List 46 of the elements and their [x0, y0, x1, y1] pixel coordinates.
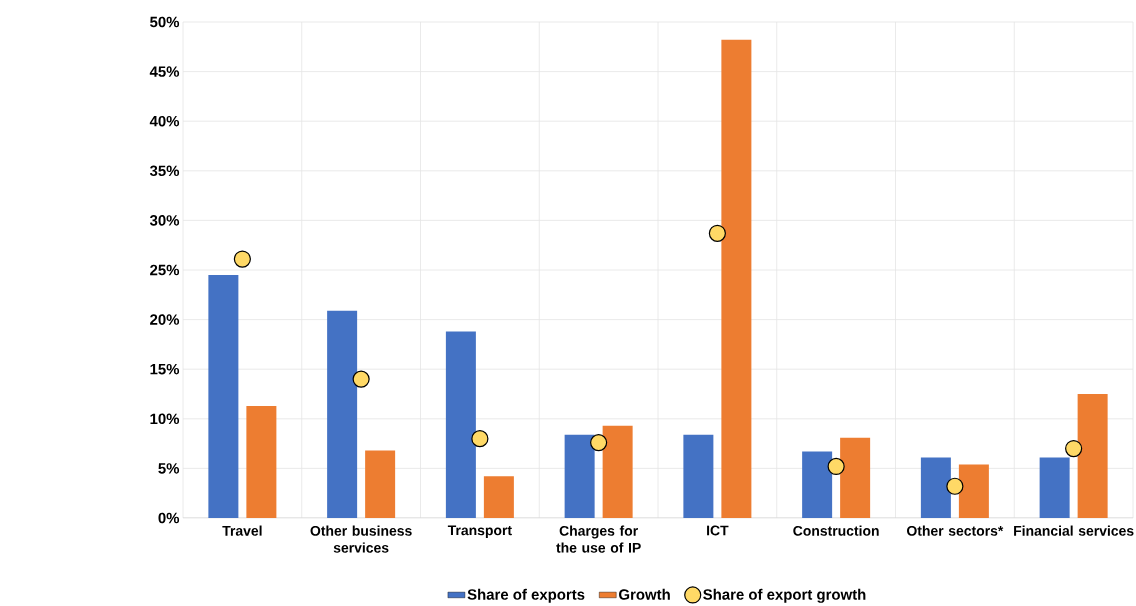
- x-tick-label: Travel: [222, 525, 262, 536]
- y-tick-label: 10%: [150, 413, 180, 425]
- bar: [208, 274, 239, 518]
- bar: [327, 310, 358, 518]
- y-tick-label: 25%: [150, 264, 180, 276]
- y-tick-label: 0%: [158, 512, 180, 524]
- x-tick-label: Other business services: [310, 525, 412, 553]
- bar: [920, 457, 951, 518]
- y-tick-label: 50%: [150, 16, 180, 28]
- bar: [802, 451, 833, 518]
- y-tick-label: 35%: [149, 165, 180, 177]
- bar: [840, 437, 871, 518]
- point: [708, 224, 726, 242]
- x-tick-label: Other sectors*: [907, 525, 1004, 536]
- x-tick-label: Transport: [447, 525, 512, 539]
- point: [1065, 439, 1083, 458]
- bar: [1077, 394, 1108, 518]
- bar: [683, 434, 714, 518]
- y-tick-label: 15%: [150, 363, 180, 375]
- point: [590, 434, 608, 452]
- bar: [721, 39, 752, 518]
- legend-label: Growth: [619, 588, 670, 600]
- bar: [365, 450, 396, 518]
- y-tick-label: 20%: [150, 314, 180, 325]
- y-tick-label: 40%: [149, 115, 180, 127]
- bar: [445, 331, 476, 518]
- y-tick-label: 45%: [149, 66, 180, 77]
- bar: [483, 476, 514, 518]
- point: [233, 250, 251, 268]
- point: [946, 477, 964, 495]
- bar: [958, 464, 989, 518]
- y-tick-label: 30%: [149, 215, 180, 226]
- x-tick-label: Construction: [793, 525, 879, 536]
- bar: [246, 405, 277, 518]
- x-tick-label: Financial services: [1014, 525, 1134, 536]
- point: [352, 370, 370, 388]
- x-tick-label: ICT: [707, 525, 729, 536]
- point: [471, 430, 489, 448]
- x-tick-label: Charges for the use of IP: [556, 525, 641, 553]
- y-tick-label: 5%: [158, 463, 180, 474]
- bar: [564, 434, 595, 518]
- legend-label: Share of export growth: [703, 588, 866, 603]
- point: [827, 457, 845, 476]
- bar: [1039, 457, 1070, 518]
- bar: [602, 425, 633, 518]
- legend-label: Share of exports: [467, 588, 585, 603]
